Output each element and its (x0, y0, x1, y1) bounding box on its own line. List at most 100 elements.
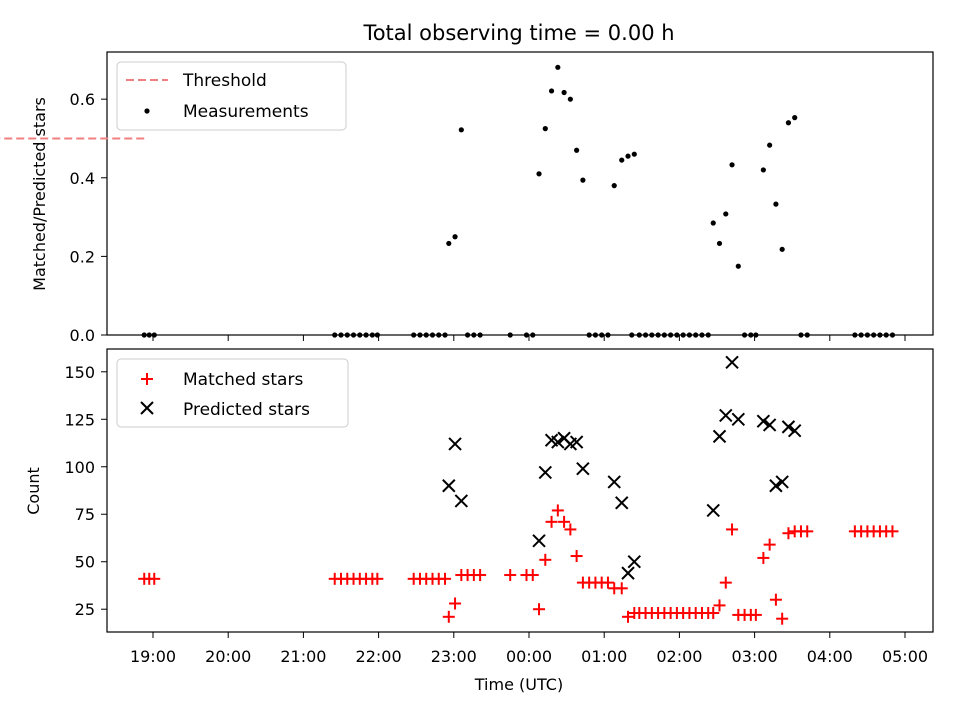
top-legend-box (116, 61, 347, 131)
measurement-point (580, 177, 586, 183)
legend-predicted-swatch (140, 401, 154, 415)
measurement-point (668, 332, 674, 338)
measurement-point (693, 332, 699, 338)
top-y-tick-label: 0.2 (70, 247, 95, 266)
measurement-point (631, 151, 637, 157)
matched-star-point (763, 538, 776, 551)
matched-star-point (526, 569, 539, 582)
measurement-point (699, 332, 705, 338)
legend-predicted-label: Predicted stars (183, 400, 310, 420)
predicted-star-point (627, 555, 641, 569)
bottom-plot-frame (106, 348, 934, 633)
measurement-point (464, 332, 471, 338)
matched-star-point (601, 576, 614, 589)
matched-star-point (719, 576, 732, 589)
matched-star-point (371, 572, 384, 585)
measurement-point (374, 332, 380, 338)
matched-star-point (564, 523, 577, 536)
measurement-point (592, 332, 599, 338)
measurement-point (649, 332, 655, 338)
matched-star-point (713, 599, 726, 612)
top-y-tick-label: 0.6 (70, 90, 95, 109)
matched-star-point (449, 597, 462, 610)
predicted-star-point (551, 435, 565, 449)
bottom-panel: 25 50 75 100 125 150 19:00 20:00 21:00 22:00 23:0… (24, 348, 934, 694)
bottom-y-tick-label: 150 (64, 363, 95, 382)
matched-star-point (551, 504, 564, 517)
measurement-point (883, 332, 889, 338)
measurement-point (605, 332, 611, 338)
measurement-point (710, 220, 716, 226)
bottom-legend: Matched stars Predicted stars (116, 358, 349, 428)
measurement-point (642, 332, 649, 338)
measurement-point (729, 162, 735, 168)
measurement-point (471, 332, 477, 338)
legend-matched-swatch (141, 373, 153, 385)
measurement-point (655, 332, 661, 338)
matched-star-point (769, 593, 782, 606)
count-points (138, 355, 899, 625)
matched-star-point (570, 550, 583, 563)
measurement-point (753, 332, 759, 338)
top-y-ticks: 0.0 0.2 0.4 0.6 (70, 90, 107, 345)
x-tick-label: 05:00 (882, 647, 928, 666)
x-tick-label: 23:00 (431, 647, 477, 666)
measurement-point (767, 142, 773, 148)
predicted-star-point (532, 534, 546, 548)
measurement-point (555, 64, 561, 70)
matched-star-point (801, 525, 814, 538)
matched-star-point (886, 525, 899, 538)
measurement-point (574, 147, 580, 153)
measurement-point (619, 157, 625, 163)
matched-star-point (545, 515, 558, 528)
measurement-point (636, 332, 642, 338)
measurement-point (507, 332, 513, 338)
matched-star-point (442, 610, 455, 623)
x-tick-label: 19:00 (130, 647, 176, 666)
measurement-point (586, 332, 592, 338)
measurement-point (561, 89, 567, 96)
legend-measurements-swatch (144, 108, 150, 114)
measurement-point (477, 332, 483, 338)
measurement-point (436, 332, 442, 338)
predicted-star-point (775, 475, 789, 489)
predicted-star-point (725, 355, 739, 370)
measurement-point (442, 332, 448, 338)
measurement-point (705, 332, 711, 338)
x-tick-label: 01:00 (581, 647, 627, 666)
legend-matched-label: Matched stars (183, 370, 303, 390)
measurement-point (625, 153, 631, 159)
matched-star-point (539, 553, 552, 566)
measurement-points (141, 64, 896, 338)
bottom-y-ticks: 25 50 75 100 125 150 (64, 363, 107, 619)
top-x-ticks (152, 335, 906, 341)
predicted-star-point (538, 465, 553, 480)
measurement-point (530, 332, 536, 338)
measurement-point (871, 332, 877, 338)
measurement-point (357, 332, 363, 338)
predicted-star-point (719, 408, 733, 423)
matched-star-point (757, 551, 770, 564)
matched-star-point (749, 608, 762, 621)
matched-star-point (776, 612, 789, 625)
measurement-point (686, 332, 693, 338)
measurement-point (338, 332, 344, 338)
bottom-y-axis-label: Count (24, 467, 43, 515)
top-y-tick-label: 0.4 (70, 169, 95, 188)
predicted-star-point (787, 423, 802, 438)
bottom-x-ticks: 19:00 20:00 21:00 22:00 23:00 00:00 01:00 02:00… (130, 632, 928, 666)
measurement-point (661, 332, 667, 338)
x-axis-label: Time (UTC) (474, 675, 563, 694)
measurement-point (523, 332, 530, 338)
measurement-point (611, 183, 617, 189)
top-y-tick-label: 0.0 (70, 326, 95, 345)
measurement-point (344, 332, 350, 338)
x-tick-label: 02:00 (656, 647, 702, 666)
measurement-point (369, 332, 375, 338)
predicted-star-point (569, 435, 584, 449)
x-tick-label: 00:00 (506, 647, 552, 666)
matched-star-point (707, 607, 720, 620)
measurement-point (735, 263, 741, 269)
predicted-star-point (442, 479, 456, 493)
